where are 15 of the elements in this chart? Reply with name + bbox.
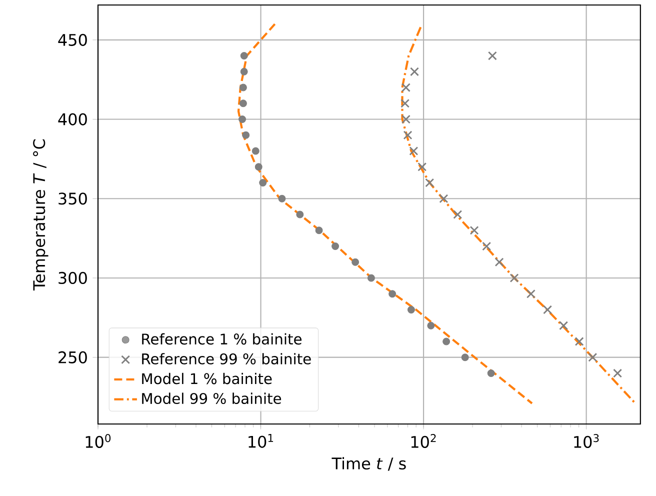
legend-label: Model 1 % bainite <box>142 372 272 384</box>
y-tick-label: 400 <box>58 113 87 126</box>
legend-label: Model 99 % bainite <box>142 392 282 404</box>
x-tick-label: 10$^{2}$ <box>411 434 436 448</box>
y-tick-label: 250 <box>58 351 87 364</box>
y-tick-label: 300 <box>58 272 87 284</box>
x-tick-label: 10$^{3}$ <box>574 434 599 448</box>
legend-label: Reference 1 % bainite <box>142 333 302 345</box>
x-tick-label: 10$^{0}$ <box>86 434 111 448</box>
y-axis-title: Temperature T / °C <box>33 139 48 291</box>
legend-label: Reference 99 % bainite <box>142 353 311 364</box>
y-tick-label: 350 <box>58 192 87 205</box>
y-tick-label: 450 <box>58 34 87 46</box>
x-axis-title: Time t / s <box>332 457 406 471</box>
x-tick-label: 10$^{1}$ <box>248 434 274 448</box>
